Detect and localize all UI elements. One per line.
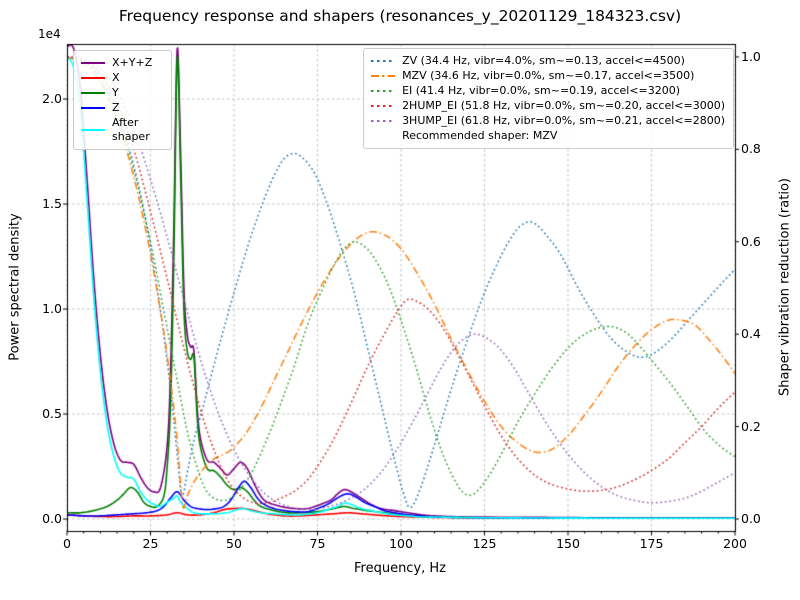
legend-row: EI (41.4 Hz, vibr=0.0%, sm~=0.19, accel<… xyxy=(371,84,725,98)
y-left-tick-label: 0.0 xyxy=(42,511,62,527)
x-tick-label: 100 xyxy=(389,536,413,551)
legend-row: X xyxy=(81,71,163,85)
legend-row: MZV (34.6 Hz, vibr=0.0%, sm~=0.17, accel… xyxy=(371,69,725,83)
x-tick-label: 175 xyxy=(639,536,664,551)
x-tick-label: 150 xyxy=(556,536,580,551)
legend-label-mzv: MZV (34.6 Hz, vibr=0.0%, sm~=0.17, accel… xyxy=(402,69,695,83)
x-tick-label: 125 xyxy=(472,536,497,551)
y-left-tick-label: 1.5 xyxy=(42,196,62,212)
y-line-sample xyxy=(81,92,105,95)
y-axis-offset-label: 1e4 xyxy=(38,27,61,41)
legend-label-x: X xyxy=(112,71,120,85)
legend-label-after-shaper: After shaper xyxy=(112,116,150,144)
y-left-tick-label: 2.0 xyxy=(42,91,62,107)
y-right-tick-label: 0.0 xyxy=(741,510,761,526)
legend-row: After shaper xyxy=(81,116,163,144)
zv-line-sample xyxy=(371,60,396,63)
legend-label-xyz: X+Y+Z xyxy=(112,56,153,69)
y-right-tick-label: 0.2 xyxy=(741,418,761,434)
chart-title: Frequency response and shapers (resonanc… xyxy=(118,7,682,25)
3hump-ei-line-sample xyxy=(371,120,396,123)
x-tick-label: 0 xyxy=(63,536,71,551)
legend-label-z: Z xyxy=(112,101,120,115)
x-axis-label: Frequency, Hz xyxy=(353,561,447,576)
legend-row: 3HUMP_EI (61.8 Hz, vibr=0.0%, sm~=0.21, … xyxy=(371,114,725,128)
mzv-line-sample xyxy=(371,75,396,78)
xyz-line-sample xyxy=(81,62,105,65)
y-axis-left-label: Power spectral density xyxy=(7,213,23,361)
y-left-tick-label: 1.0 xyxy=(42,301,62,317)
y-right-tick-label: 0.8 xyxy=(741,141,761,157)
y-left-tick-label: 0.5 xyxy=(42,406,62,422)
legend-row: X+Y+Z xyxy=(81,56,163,70)
2hump-ei-line-sample xyxy=(371,105,396,108)
z-line-sample xyxy=(81,107,105,110)
legend-label-3hump-ei: 3HUMP_EI (61.8 Hz, vibr=0.0%, sm~=0.21, … xyxy=(402,114,725,128)
ei-line-sample xyxy=(371,90,396,93)
legend-label-y: Y xyxy=(112,86,119,100)
after-shaper-line-sample xyxy=(81,129,105,132)
legend-row: Recommended shaper: MZV xyxy=(371,129,725,143)
legend-label-ei: EI (41.4 Hz, vibr=0.0%, sm~=0.19, accel<… xyxy=(402,84,681,98)
y-right-tick-label: 1.0 xyxy=(741,48,761,64)
recommended-shaper-note: Recommended shaper: MZV xyxy=(402,129,558,143)
y-right-tick-label: 0.6 xyxy=(741,233,761,249)
legend-row: ZV (34.4 Hz, vibr=4.0%, sm~=0.13, accel<… xyxy=(371,54,725,68)
x-tick-label: 25 xyxy=(142,536,159,551)
legend-label-zv: ZV (34.4 Hz, vibr=4.0%, sm~=0.13, accel<… xyxy=(402,54,685,67)
psd-legend: X+Y+Z X Y Z After shaper xyxy=(73,50,172,151)
y-right-tick-label: 0.4 xyxy=(741,326,761,342)
x-tick-label: 50 xyxy=(226,536,242,551)
legend-label-2hump-ei: 2HUMP_EI (51.8 Hz, vibr=0.0%, sm~=0.20, … xyxy=(402,99,725,113)
legend-row: Z xyxy=(81,101,163,115)
shaper-legend: ZV (34.4 Hz, vibr=4.0%, sm~=0.13, accel<… xyxy=(363,48,734,150)
y-axis-right-label: Shaper vibration reduction (ratio) xyxy=(777,178,793,396)
legend-row: 2HUMP_EI (51.8 Hz, vibr=0.0%, sm~=0.20, … xyxy=(371,99,725,113)
x-tick-label: 75 xyxy=(309,536,326,551)
legend-row: Y xyxy=(81,86,163,100)
x-tick-label: 200 xyxy=(723,536,747,551)
x-line-sample xyxy=(81,77,105,80)
